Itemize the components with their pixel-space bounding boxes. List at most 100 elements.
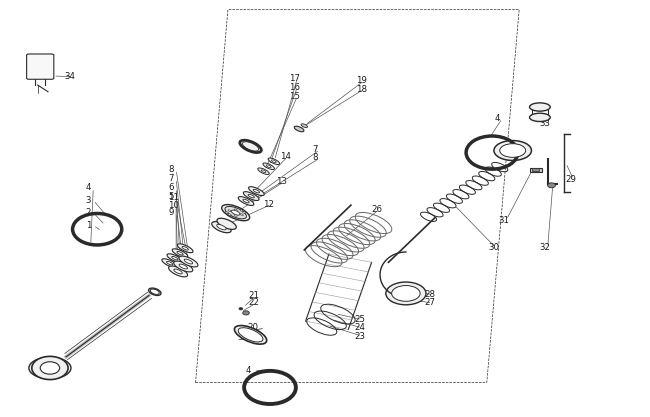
Text: 25: 25	[354, 315, 365, 324]
Ellipse shape	[174, 269, 182, 274]
Ellipse shape	[272, 160, 276, 163]
Text: 10: 10	[168, 201, 179, 210]
Text: 7: 7	[168, 174, 174, 183]
FancyBboxPatch shape	[27, 54, 54, 79]
Ellipse shape	[231, 210, 240, 215]
Ellipse shape	[266, 165, 271, 168]
Ellipse shape	[166, 261, 173, 265]
Ellipse shape	[261, 170, 266, 173]
FancyBboxPatch shape	[530, 168, 542, 172]
Ellipse shape	[238, 197, 254, 206]
Text: 31: 31	[499, 216, 510, 225]
Ellipse shape	[248, 194, 254, 198]
Text: 18: 18	[356, 85, 367, 94]
Ellipse shape	[172, 249, 188, 258]
Ellipse shape	[150, 289, 159, 294]
Ellipse shape	[258, 168, 269, 174]
Ellipse shape	[530, 113, 551, 121]
Text: 32: 32	[540, 244, 551, 252]
Text: 12: 12	[263, 200, 274, 209]
Circle shape	[548, 183, 555, 188]
Ellipse shape	[248, 187, 265, 196]
Ellipse shape	[242, 212, 246, 214]
Text: 29: 29	[566, 175, 577, 184]
Ellipse shape	[228, 210, 231, 212]
Ellipse shape	[500, 144, 526, 157]
Text: 15: 15	[289, 92, 300, 101]
Ellipse shape	[216, 224, 226, 230]
Text: 11: 11	[168, 193, 179, 202]
Circle shape	[239, 307, 243, 310]
Ellipse shape	[177, 251, 183, 255]
Ellipse shape	[225, 206, 246, 219]
Text: 28: 28	[424, 290, 436, 299]
Text: 22: 22	[249, 299, 259, 307]
Text: 1: 1	[86, 221, 91, 230]
Ellipse shape	[242, 142, 259, 151]
Ellipse shape	[294, 126, 304, 132]
FancyBboxPatch shape	[532, 168, 539, 171]
Ellipse shape	[240, 210, 243, 212]
Text: OIL: OIL	[34, 61, 46, 66]
Circle shape	[40, 362, 60, 374]
Ellipse shape	[243, 199, 249, 203]
Text: 23: 23	[354, 332, 365, 341]
Circle shape	[243, 311, 249, 315]
Text: 30: 30	[488, 244, 499, 252]
Ellipse shape	[301, 124, 307, 128]
Text: 26: 26	[372, 205, 383, 214]
Ellipse shape	[217, 218, 237, 229]
Ellipse shape	[240, 214, 243, 216]
Text: 8: 8	[168, 165, 174, 174]
Ellipse shape	[174, 261, 193, 272]
Ellipse shape	[263, 163, 274, 169]
Ellipse shape	[254, 189, 259, 193]
Text: 13: 13	[276, 177, 287, 186]
Ellipse shape	[172, 256, 178, 260]
Ellipse shape	[392, 286, 420, 301]
Text: 7: 7	[312, 145, 318, 154]
Ellipse shape	[149, 288, 161, 295]
Text: 4: 4	[246, 367, 252, 375]
Ellipse shape	[530, 103, 551, 111]
Text: 6: 6	[168, 183, 174, 192]
Ellipse shape	[234, 209, 237, 211]
Ellipse shape	[234, 214, 237, 216]
Text: 2: 2	[86, 208, 91, 217]
Ellipse shape	[177, 244, 193, 253]
Text: 24: 24	[354, 323, 365, 332]
Circle shape	[32, 357, 68, 379]
Text: 4: 4	[495, 114, 500, 123]
Ellipse shape	[243, 192, 259, 201]
Ellipse shape	[228, 214, 231, 216]
Text: 3: 3	[86, 196, 91, 205]
Text: 34: 34	[65, 72, 76, 81]
Ellipse shape	[226, 212, 229, 214]
Ellipse shape	[179, 264, 187, 269]
Ellipse shape	[162, 259, 177, 268]
Text: 19: 19	[356, 76, 367, 85]
Text: 33: 33	[540, 119, 551, 128]
Ellipse shape	[168, 266, 188, 277]
Ellipse shape	[268, 158, 280, 165]
Ellipse shape	[184, 259, 192, 264]
Text: 27: 27	[424, 299, 436, 307]
Text: 21: 21	[249, 291, 259, 300]
Text: 9: 9	[168, 208, 174, 217]
Ellipse shape	[167, 254, 183, 263]
Text: 16: 16	[289, 83, 300, 92]
Ellipse shape	[179, 256, 198, 267]
Text: 8: 8	[312, 153, 318, 163]
Ellipse shape	[212, 221, 231, 233]
Ellipse shape	[29, 357, 71, 379]
Ellipse shape	[182, 246, 188, 250]
Ellipse shape	[494, 141, 532, 161]
Ellipse shape	[235, 326, 266, 344]
Ellipse shape	[238, 328, 263, 342]
Text: 17: 17	[289, 74, 300, 83]
Text: 5: 5	[168, 191, 174, 201]
Ellipse shape	[222, 205, 250, 221]
Text: 4: 4	[86, 183, 91, 192]
Text: 20: 20	[248, 323, 258, 332]
Text: 14: 14	[280, 152, 291, 161]
